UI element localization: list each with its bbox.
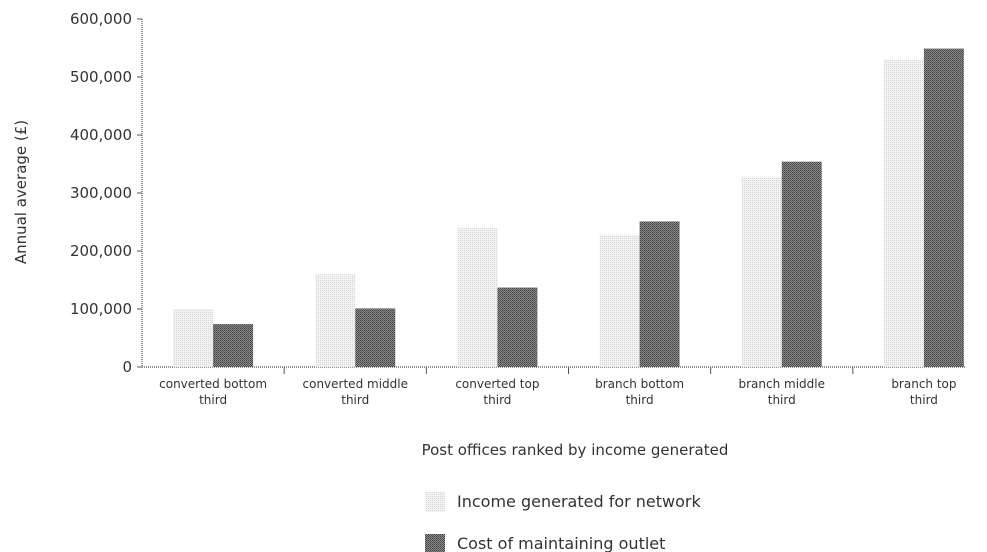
y-tick-label: 500,000 xyxy=(70,68,132,86)
x-tick-label: third xyxy=(910,393,938,407)
bar xyxy=(457,227,498,367)
y-tick-label: 600,000 xyxy=(70,10,132,28)
x-tick-label: third xyxy=(768,393,796,407)
y-tick-label: 200,000 xyxy=(70,242,132,260)
bar xyxy=(741,176,782,367)
x-tick-label: third xyxy=(626,393,654,407)
bar xyxy=(599,234,640,367)
x-tick-label: converted top xyxy=(455,377,539,391)
category-labels: converted bottom third converted middle thi… xyxy=(159,377,956,407)
bar xyxy=(781,161,822,367)
legend: Income generated for network Cost of main… xyxy=(425,492,701,552)
x-tick-label: branch top xyxy=(891,377,956,391)
y-tick-label: 0 xyxy=(122,358,132,376)
x-tick-label: branch middle xyxy=(738,377,825,391)
x-tick-label: converted middle xyxy=(303,377,408,391)
y-axis-title: Annual average (£) xyxy=(12,120,30,264)
x-tick-label: third xyxy=(341,393,369,407)
x-tick-label: branch bottom xyxy=(595,377,684,391)
bar xyxy=(213,324,254,367)
bar xyxy=(173,309,214,367)
bar xyxy=(923,48,964,368)
bar xyxy=(497,287,538,367)
bars xyxy=(173,48,964,368)
legend-swatch xyxy=(425,534,445,552)
y-tick-label: 100,000 xyxy=(70,300,132,318)
x-tick-label: third xyxy=(483,393,511,407)
bar xyxy=(355,308,396,367)
bar xyxy=(315,274,356,367)
legend-swatch xyxy=(425,492,445,512)
x-tick-label: third xyxy=(199,393,227,407)
axes: 0 100,000 200,000 300,000 400,000 500,000 600,… xyxy=(70,10,965,376)
legend-label: Cost of maintaining outlet xyxy=(457,534,665,552)
x-tick-label: converted bottom xyxy=(159,377,267,391)
bar xyxy=(639,221,680,367)
x-axis-title: Post offices ranked by income generated xyxy=(422,441,729,459)
bar xyxy=(883,59,924,367)
y-tick-label: 400,000 xyxy=(70,126,132,144)
legend-label: Income generated for network xyxy=(457,492,701,511)
y-tick-label: 300,000 xyxy=(70,184,132,202)
